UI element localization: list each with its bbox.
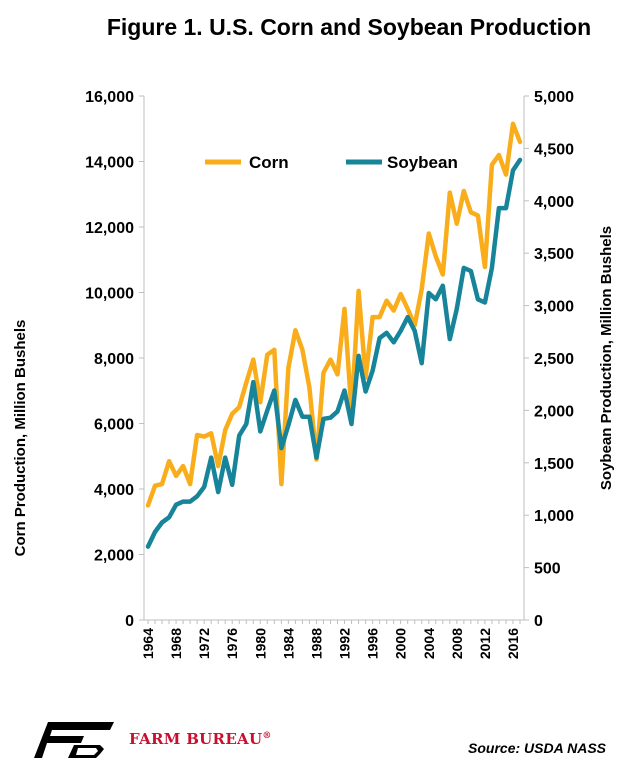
farm-bureau-logo-icon [34,722,114,758]
x-tick-label: 1972 [196,628,212,659]
right-y-tick-label: 5,000 [534,89,574,106]
x-tick-label: 2016 [505,628,521,659]
x-tick-label: 2000 [393,628,409,659]
farm-bureau-org-name: FARM BUREAU® [129,730,272,748]
right-y-tick-label: 3,500 [534,246,574,263]
x-tick-label: 1968 [168,628,184,659]
x-tick-label: 1988 [308,628,324,659]
left-y-tick-label: 2,000 [94,548,134,565]
right-y-tick-label: 4,500 [534,141,574,158]
source-note: Source: USDA NASS [468,740,606,756]
soybean-series-line [145,157,523,549]
right-y-tick-label: 500 [534,561,561,578]
right-y-tick-label: 0 [534,613,543,630]
x-tick-label: 1992 [337,628,353,659]
x-tick-label: 1976 [224,628,240,659]
x-tick-label: 1980 [252,628,268,659]
chart-title: Figure 1. U.S. Corn and Soybean Producti… [106,14,592,40]
right-y-tick-label: 4,000 [534,194,574,211]
chart-legend: Corn Soybean [205,153,458,172]
left-y-tick-label: 16,000 [85,89,134,106]
x-tick-label: 1984 [280,628,296,659]
left-y-tick-label: 12,000 [85,220,134,237]
x-tick-label: 2004 [421,628,437,659]
left-y-tick-label: 8,000 [94,351,134,368]
x-tick-label: 2012 [477,628,493,659]
corn-series-line [145,121,523,508]
chart-series [145,121,523,549]
left-y-tick-label: 10,000 [85,286,134,303]
right-y-tick-label: 1,500 [534,456,574,473]
left-y-tick-label: 6,000 [94,417,134,434]
right-y-axis-label: Soybean Production, Million Bushels [598,226,615,490]
x-tick-label: 2008 [449,628,465,659]
left-y-axis-label: Corn Production, Million Bushels [12,320,29,557]
right-y-tick-label: 2,500 [534,351,574,368]
chart-axes [143,96,525,621]
left-y-tick-label: 14,000 [85,155,134,172]
left-y-tick-label: 0 [125,613,134,630]
right-y-tick-label: 2,000 [534,403,574,420]
x-tick-label: 1996 [365,628,381,659]
left-y-tick-label: 4,000 [94,482,134,499]
x-axis-ticks: 1964 1968 1972 1976 1980 1984 1988 1992 1996 2000… [140,620,521,659]
x-tick-label: 1964 [140,628,156,659]
right-y-axis-ticks: 0 500 1,000 1,500 2,000 2,500 3,000 3,500 4,000 4… [524,89,574,630]
soybean-legend-label: Soybean [387,153,458,172]
left-y-axis-ticks: 0 2,000 4,000 6,000 8,000 10,000 12,000 14,000 1… [85,89,144,630]
corn-legend-label: Corn [249,153,289,172]
right-y-tick-label: 1,000 [534,508,574,525]
right-y-tick-label: 3,000 [534,299,574,316]
